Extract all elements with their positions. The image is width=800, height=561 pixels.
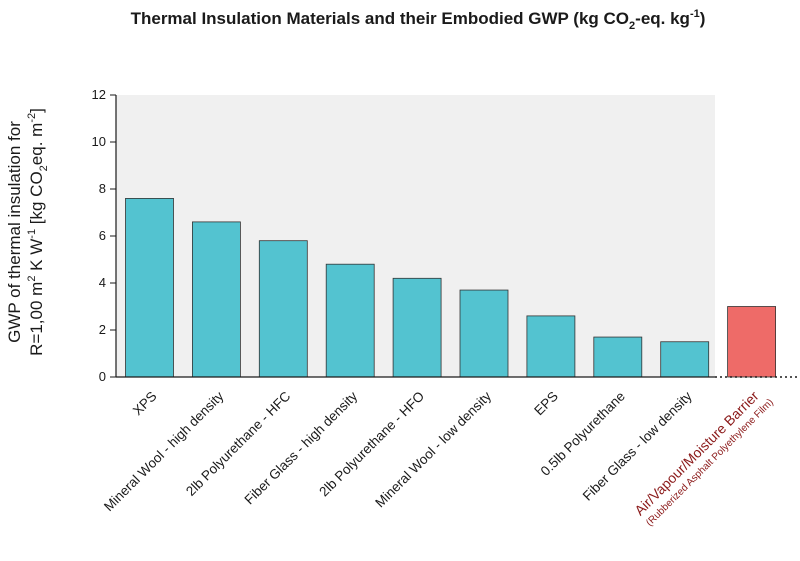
chart-title: Thermal Insulation Materials and their E… (131, 8, 706, 32)
y-tick-label: 10 (92, 134, 106, 149)
bar (660, 341, 710, 378)
y-tick-label: 2 (99, 322, 106, 337)
category-label-text: EPS (531, 389, 561, 419)
category-label: XPS (130, 389, 160, 419)
y-axis-label: GWP of thermal insulation for R=1,00 m2 … (5, 108, 50, 356)
y-axis-label-line-2: R=1,00 m2 K W-1 [kg CO2eq. m-2] (26, 108, 50, 356)
category-label-text: Mineral Wool - low density (372, 388, 494, 510)
category-label: Mineral Wool - low density (372, 388, 494, 510)
category-label-text: Fiber Glass - high density (241, 388, 360, 507)
category-label: Fiber Glass - high density (241, 388, 360, 507)
category-label: EPS (531, 389, 561, 419)
chart-title-superscript: -1 (690, 8, 700, 20)
y-tick-label: 0 (99, 369, 106, 384)
bar (191, 221, 241, 378)
bar (325, 263, 375, 378)
category-label-text: Air/Vapour/Moisture Barrier (631, 388, 762, 519)
category-label: Mineral Wool - high density (101, 388, 227, 514)
y-tick-label: 4 (99, 275, 106, 290)
y-axis-ticks: 0 2 4 6 8 10 12 (92, 87, 116, 384)
bars (125, 197, 776, 378)
bar (258, 240, 308, 378)
y-tick-label: 8 (99, 181, 106, 196)
y-axis-label-line-1: GWP of thermal insulation for (5, 121, 24, 343)
y-tick-label: 6 (99, 228, 106, 243)
chart-title-subscript: 2 (629, 20, 635, 32)
y-tick-label: 12 (92, 87, 106, 102)
bar (125, 197, 174, 378)
category-label-text: Mineral Wool - high density (101, 388, 227, 514)
bar (526, 315, 576, 378)
bar-special (727, 306, 776, 378)
category-label-text: XPS (130, 389, 160, 419)
bar (392, 277, 442, 378)
category-label: Air/Vapour/Moisture Barrier(Rubberized A… (631, 388, 776, 529)
bar (593, 336, 643, 378)
bar (459, 289, 509, 378)
